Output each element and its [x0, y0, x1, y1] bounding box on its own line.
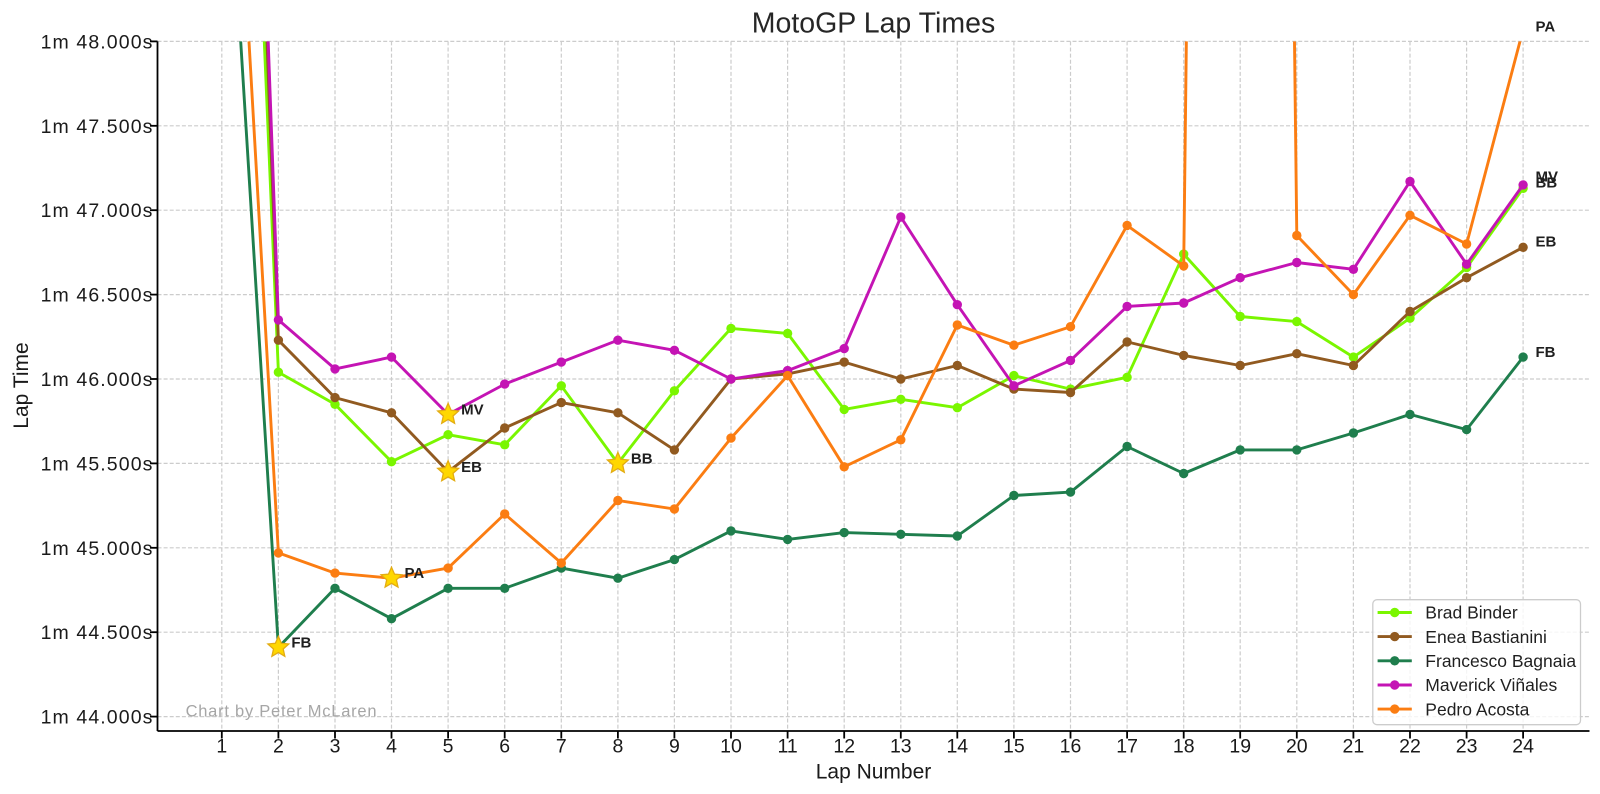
svg-text:20: 20 — [1286, 736, 1308, 758]
svg-text:21: 21 — [1343, 736, 1365, 758]
svg-text:FB: FB — [1536, 344, 1556, 361]
svg-text:18: 18 — [1173, 736, 1195, 758]
svg-text:EB: EB — [1536, 234, 1557, 251]
svg-text:1m 47.500s: 1m 47.500s — [41, 116, 154, 138]
svg-text:Chart by Peter McLaren: Chart by Peter McLaren — [186, 703, 378, 721]
svg-text:BB: BB — [631, 450, 653, 467]
svg-text:Maverick Viñales: Maverick Viñales — [1425, 675, 1557, 695]
svg-text:FB: FB — [291, 634, 311, 651]
svg-text:15: 15 — [1003, 736, 1025, 758]
svg-text:Lap Number: Lap Number — [816, 761, 932, 784]
svg-text:16: 16 — [1060, 736, 1082, 758]
svg-text:5: 5 — [443, 736, 454, 758]
svg-text:1m 44.500s: 1m 44.500s — [41, 622, 154, 644]
svg-text:Francesco Bagnaia: Francesco Bagnaia — [1425, 651, 1576, 671]
svg-text:9: 9 — [669, 736, 680, 758]
svg-text:7: 7 — [556, 736, 567, 758]
svg-text:1: 1 — [216, 736, 227, 758]
svg-text:PA: PA — [1536, 19, 1556, 36]
svg-text:MV: MV — [1536, 169, 1559, 186]
svg-text:1m 45.500s: 1m 45.500s — [41, 453, 154, 475]
svg-text:17: 17 — [1116, 736, 1138, 758]
svg-text:Lap Time: Lap Time — [10, 342, 33, 428]
svg-text:14: 14 — [946, 736, 968, 758]
svg-text:12: 12 — [833, 736, 855, 758]
svg-text:Brad Binder: Brad Binder — [1425, 603, 1518, 623]
svg-text:6: 6 — [499, 736, 510, 758]
svg-text:MotoGP Lap Times: MotoGP Lap Times — [752, 7, 995, 39]
svg-text:BB: BB — [1536, 175, 1558, 192]
svg-text:11: 11 — [777, 736, 797, 758]
svg-text:1m 45.000s: 1m 45.000s — [41, 538, 154, 560]
svg-text:1m 44.000s: 1m 44.000s — [41, 707, 154, 729]
svg-text:PA: PA — [405, 565, 425, 582]
svg-text:13: 13 — [890, 736, 912, 758]
svg-text:Pedro Acosta: Pedro Acosta — [1425, 699, 1529, 719]
svg-text:3: 3 — [330, 736, 341, 758]
svg-text:2: 2 — [273, 736, 284, 758]
svg-text:24: 24 — [1512, 736, 1534, 758]
svg-text:8: 8 — [612, 736, 623, 758]
svg-text:MV: MV — [461, 401, 484, 418]
svg-text:EB: EB — [461, 459, 482, 476]
svg-text:19: 19 — [1229, 736, 1251, 758]
svg-text:23: 23 — [1456, 736, 1478, 758]
svg-text:Enea Bastianini: Enea Bastianini — [1425, 627, 1547, 647]
svg-text:10: 10 — [720, 736, 742, 758]
svg-text:1m 46.500s: 1m 46.500s — [41, 285, 154, 307]
svg-text:22: 22 — [1399, 736, 1421, 758]
svg-text:4: 4 — [386, 736, 397, 758]
svg-text:1m 48.000s: 1m 48.000s — [41, 31, 154, 53]
svg-text:1m 46.000s: 1m 46.000s — [41, 369, 154, 391]
svg-text:1m 47.000s: 1m 47.000s — [41, 200, 154, 222]
